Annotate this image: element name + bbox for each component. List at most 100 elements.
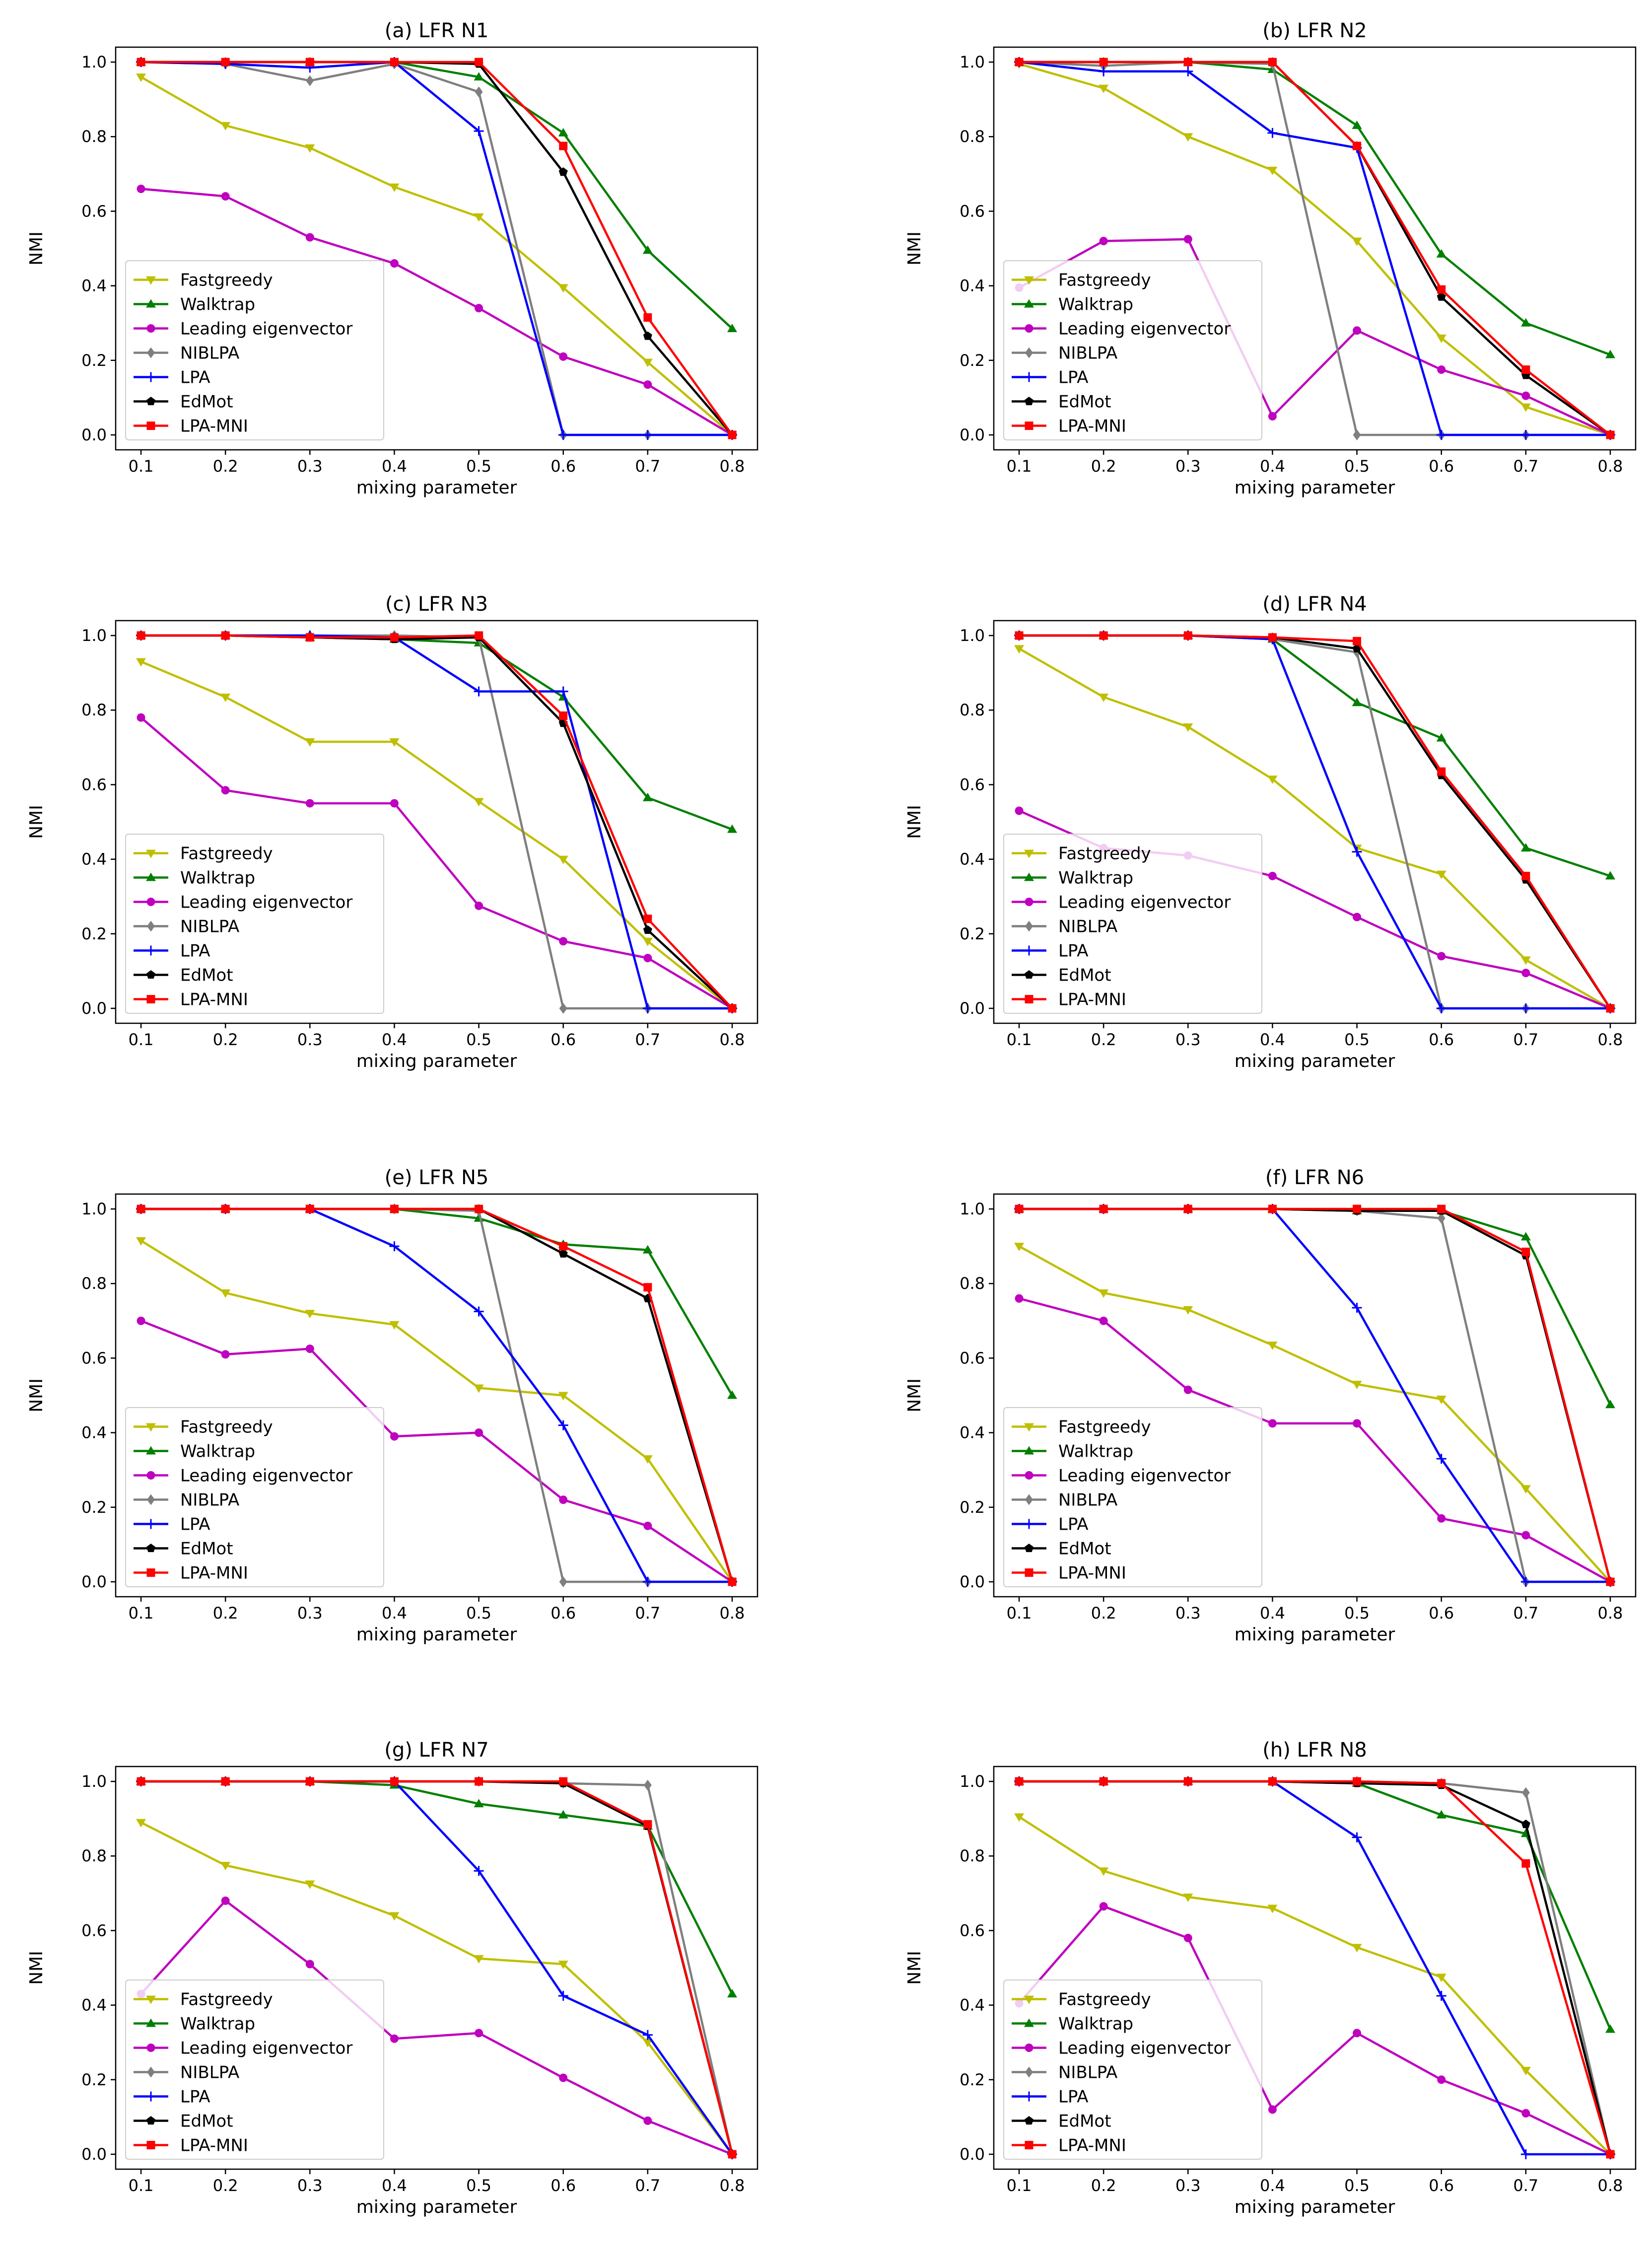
data-point-6-5 bbox=[559, 1777, 568, 1786]
data-point-1-7 bbox=[1605, 871, 1615, 880]
x-tick-label: 0.3 bbox=[1175, 1604, 1201, 1623]
data-point-6-2 bbox=[1183, 1777, 1192, 1786]
data-point-2-2 bbox=[1183, 1933, 1192, 1942]
data-point-0-2 bbox=[1183, 1893, 1193, 1902]
data-point-1-7 bbox=[727, 323, 737, 332]
axes-frame bbox=[115, 46, 758, 451]
y-tick-label: 0.8 bbox=[960, 1846, 985, 1865]
series-line-lpa-mni bbox=[141, 61, 733, 436]
legend-label: EdMot bbox=[180, 966, 233, 986]
x-axis-label: mixing parameter bbox=[1235, 478, 1395, 498]
legend-label: Walktrap bbox=[180, 2014, 255, 2034]
legend-label: LPA-MNI bbox=[1058, 2136, 1126, 2156]
legend-label: Fastgreedy bbox=[180, 1417, 273, 1437]
data-point-6-5 bbox=[1437, 1779, 1446, 1788]
plot-area bbox=[1014, 1203, 1615, 1587]
legend-marker bbox=[146, 324, 155, 333]
legend-marker bbox=[147, 2066, 155, 2078]
legend-label: Leading eigenvector bbox=[180, 319, 352, 339]
data-point-2-3 bbox=[1268, 2105, 1277, 2114]
legend-label: LPA bbox=[1058, 941, 1089, 961]
data-point-0-2 bbox=[1183, 133, 1193, 142]
series-line-walktrap bbox=[141, 1207, 733, 1396]
x-axis-label: mixing parameter bbox=[356, 1625, 517, 1645]
axes-frame bbox=[993, 620, 1637, 1024]
legend-marker bbox=[147, 1494, 155, 1505]
data-point-4-4 bbox=[1352, 1832, 1362, 1842]
legend-label: Leading eigenvector bbox=[1058, 893, 1231, 913]
data-point-0-6 bbox=[1520, 403, 1531, 412]
data-point-2-4 bbox=[475, 304, 483, 313]
data-point-6-2 bbox=[1183, 1204, 1192, 1213]
legend-marker bbox=[146, 1423, 156, 1432]
data-point-0-0 bbox=[136, 1819, 146, 1828]
data-point-0-3 bbox=[1267, 1905, 1278, 1913]
legend-marker bbox=[146, 2091, 156, 2102]
data-point-1-4 bbox=[474, 72, 484, 81]
x-axis-label: mixing parameter bbox=[356, 2197, 517, 2217]
data-point-0-3 bbox=[389, 1321, 400, 1330]
x-tick-label: 0.3 bbox=[297, 1030, 323, 1049]
legend-marker bbox=[1024, 1544, 1034, 1553]
legend-label: LPA-MNI bbox=[180, 2136, 248, 2156]
plot-area bbox=[136, 1776, 737, 2160]
y-tick-label: 0.0 bbox=[81, 2145, 107, 2164]
legend-label: LPA-MNI bbox=[1058, 1563, 1126, 1583]
data-point-2-5 bbox=[1437, 365, 1446, 374]
series-line-fastgreedy bbox=[140, 660, 733, 1009]
x-tick-label: 0.8 bbox=[1598, 1604, 1623, 1623]
y-tick-label: 0.4 bbox=[81, 1423, 107, 1442]
legend-marker bbox=[146, 372, 156, 382]
y-tick-label: 0.6 bbox=[81, 1921, 107, 1940]
data-point-2-1 bbox=[221, 1896, 230, 1905]
series-line-lpa-mni bbox=[141, 634, 733, 1009]
data-point-0-6 bbox=[642, 358, 653, 367]
x-tick-label: 0.5 bbox=[1344, 2176, 1370, 2195]
data-point-4-6 bbox=[1520, 1576, 1531, 1587]
x-tick-label: 0.3 bbox=[1175, 2176, 1201, 2195]
data-point-1-4 bbox=[474, 1799, 484, 1808]
legend-marker bbox=[147, 920, 155, 932]
y-tick-label: 0.2 bbox=[960, 1498, 985, 1517]
legend-marker bbox=[1024, 872, 1034, 881]
x-tick-label: 0.5 bbox=[466, 2176, 491, 2195]
data-point-6-6 bbox=[643, 313, 652, 322]
legend-marker bbox=[146, 849, 156, 858]
data-point-6-0 bbox=[137, 58, 145, 67]
data-point-6-2 bbox=[1183, 58, 1192, 67]
y-tick-label: 0.2 bbox=[81, 351, 107, 370]
legend-box bbox=[125, 834, 384, 1014]
data-point-2-5 bbox=[1437, 2075, 1446, 2084]
y-tick-label: 1.0 bbox=[960, 53, 985, 71]
y-axis-label: NMI bbox=[26, 231, 47, 266]
data-point-4-5 bbox=[558, 429, 568, 440]
data-point-0-2 bbox=[1183, 1306, 1193, 1315]
series-line-leading-eigenvector bbox=[1018, 238, 1611, 436]
data-point-6-3 bbox=[1268, 1777, 1277, 1786]
data-point-6-3 bbox=[1268, 58, 1277, 67]
data-point-0-6 bbox=[1520, 1485, 1531, 1494]
x-tick-label: 0.7 bbox=[1513, 457, 1538, 476]
series-line-fastgreedy bbox=[1019, 63, 1611, 436]
legend-label: Walktrap bbox=[1058, 868, 1133, 888]
y-tick-label: 0.8 bbox=[81, 1846, 107, 1865]
data-point-2-5 bbox=[559, 937, 568, 946]
x-tick-label: 0.2 bbox=[213, 1604, 238, 1623]
legend-label: NIBLPA bbox=[1058, 2063, 1117, 2083]
legend-label: Fastgreedy bbox=[180, 844, 273, 864]
x-axis-label: mixing parameter bbox=[356, 1051, 517, 1071]
y-tick-label: 0.0 bbox=[81, 999, 107, 1018]
legend-label: LPA bbox=[180, 2087, 210, 2107]
series-line-fastgreedy bbox=[140, 1239, 733, 1583]
data-point-4-6 bbox=[1520, 1003, 1531, 1013]
x-tick-label: 0.7 bbox=[1513, 1604, 1538, 1623]
legend-marker bbox=[146, 1446, 156, 1455]
data-point-6-1 bbox=[221, 1204, 230, 1213]
y-tick-label: 1.0 bbox=[81, 626, 107, 645]
legend-marker bbox=[1024, 2116, 1034, 2125]
data-point-0-1 bbox=[220, 693, 231, 702]
data-point-4-1 bbox=[1099, 66, 1109, 76]
data-point-4-5 bbox=[558, 1990, 568, 2001]
x-tick-label: 0.3 bbox=[1175, 1030, 1201, 1049]
y-axis-label: NMI bbox=[26, 805, 47, 839]
